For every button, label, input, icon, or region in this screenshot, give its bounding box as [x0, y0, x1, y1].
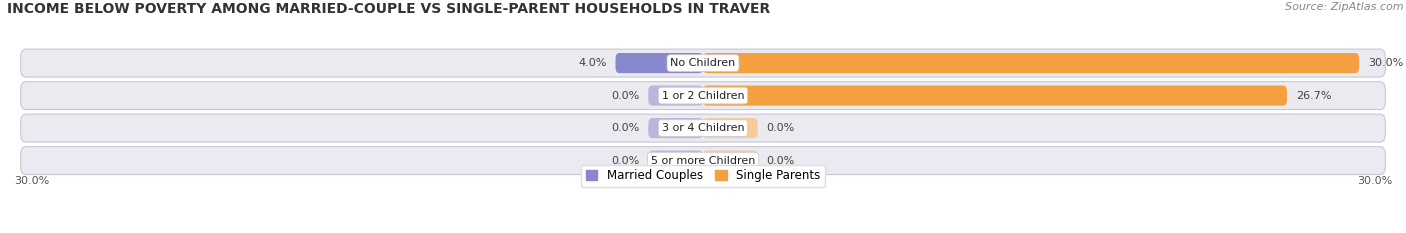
FancyBboxPatch shape [703, 118, 758, 138]
FancyBboxPatch shape [703, 86, 1286, 106]
FancyBboxPatch shape [616, 53, 703, 73]
Text: INCOME BELOW POVERTY AMONG MARRIED-COUPLE VS SINGLE-PARENT HOUSEHOLDS IN TRAVER: INCOME BELOW POVERTY AMONG MARRIED-COUPL… [7, 2, 770, 16]
FancyBboxPatch shape [648, 86, 703, 106]
Text: 0.0%: 0.0% [612, 123, 640, 133]
Text: 26.7%: 26.7% [1296, 91, 1331, 101]
FancyBboxPatch shape [703, 151, 758, 171]
Text: 5 or more Children: 5 or more Children [651, 156, 755, 166]
Text: 0.0%: 0.0% [766, 156, 794, 166]
Text: Source: ZipAtlas.com: Source: ZipAtlas.com [1285, 2, 1403, 12]
Text: 30.0%: 30.0% [1368, 58, 1403, 68]
Text: 0.0%: 0.0% [612, 91, 640, 101]
Text: 0.0%: 0.0% [612, 156, 640, 166]
Text: No Children: No Children [671, 58, 735, 68]
FancyBboxPatch shape [21, 114, 1385, 142]
FancyBboxPatch shape [648, 151, 703, 171]
Text: 0.0%: 0.0% [766, 123, 794, 133]
Text: 30.0%: 30.0% [1357, 176, 1392, 186]
FancyBboxPatch shape [648, 118, 703, 138]
FancyBboxPatch shape [703, 53, 1360, 73]
FancyBboxPatch shape [21, 82, 1385, 110]
Text: 3 or 4 Children: 3 or 4 Children [662, 123, 744, 133]
Text: 4.0%: 4.0% [578, 58, 607, 68]
Legend: Married Couples, Single Parents: Married Couples, Single Parents [581, 164, 825, 187]
Text: 30.0%: 30.0% [14, 176, 49, 186]
Text: 1 or 2 Children: 1 or 2 Children [662, 91, 744, 101]
FancyBboxPatch shape [21, 49, 1385, 77]
FancyBboxPatch shape [21, 147, 1385, 175]
